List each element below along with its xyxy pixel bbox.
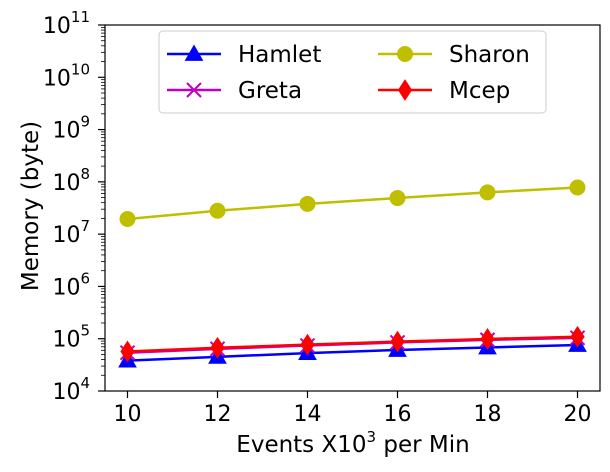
series-mcep bbox=[120, 325, 585, 363]
y-tick-base: 10 bbox=[52, 171, 80, 196]
legend-entry-hamlet: Hamlet bbox=[167, 42, 321, 68]
x-tick-label: 16 bbox=[384, 402, 412, 427]
legend-marker-sharon bbox=[397, 46, 413, 62]
y-tick-label: 108 bbox=[52, 165, 90, 196]
x-tick-label: 18 bbox=[474, 402, 502, 427]
legend-label-greta: Greta bbox=[238, 78, 302, 104]
y-tick-exponent: 8 bbox=[80, 165, 90, 183]
legend-marker-greta bbox=[186, 82, 202, 98]
y-tick-base: 10 bbox=[43, 66, 71, 91]
sharon-point bbox=[479, 184, 496, 201]
x-axis-label-suffix: per Min bbox=[376, 432, 470, 458]
mcep-point bbox=[480, 328, 495, 350]
mcep-point bbox=[300, 333, 315, 356]
legend-label-sharon: Sharon bbox=[449, 42, 530, 68]
mcep-point bbox=[390, 330, 405, 353]
y-tick-base: 10 bbox=[52, 328, 80, 353]
y-tick-exponent: 4 bbox=[80, 374, 90, 392]
sharon-point bbox=[569, 179, 586, 196]
mcep-point bbox=[570, 325, 585, 348]
mcep-point bbox=[210, 336, 225, 359]
y-tick-exponent: 6 bbox=[80, 269, 90, 287]
legend-box bbox=[158, 30, 547, 114]
x-axis-ticks: 10 12 14 16 18 20 bbox=[114, 391, 592, 427]
mcep-point bbox=[120, 340, 135, 363]
sharon-line bbox=[127, 186, 578, 221]
y-tick-label: 109 bbox=[52, 113, 90, 144]
y-tick-base: 10 bbox=[52, 223, 80, 248]
sharon-point bbox=[119, 210, 136, 227]
series-group bbox=[118, 179, 587, 368]
plot-border bbox=[104, 24, 601, 392]
y-tick-label: 106 bbox=[52, 269, 90, 300]
series-sharon bbox=[119, 179, 586, 227]
legend-label-hamlet: Hamlet bbox=[238, 42, 321, 68]
y-tick-label: 1010 bbox=[43, 60, 90, 91]
x-tick-label: 10 bbox=[114, 402, 142, 427]
y-tick-exponent: 7 bbox=[80, 217, 90, 235]
y-tick-base: 10 bbox=[52, 380, 80, 405]
y-axis-label: Memory (byte) bbox=[18, 121, 44, 291]
legend: Hamlet Greta Sharon Mcep bbox=[158, 30, 547, 114]
legend-marker-mcep bbox=[397, 79, 413, 101]
x-axis-label-exponent: 3 bbox=[367, 428, 377, 446]
legend-entry-sharon: Sharon bbox=[378, 42, 530, 68]
mcep-line bbox=[127, 335, 578, 353]
y-tick-base: 10 bbox=[52, 119, 80, 144]
y-tick-exponent: 5 bbox=[80, 322, 90, 340]
sharon-point bbox=[389, 190, 406, 207]
y-tick-exponent: 10 bbox=[71, 60, 90, 78]
y-tick-label: 1011 bbox=[43, 8, 90, 39]
x-tick-label: 12 bbox=[204, 402, 232, 427]
sharon-point bbox=[299, 195, 316, 212]
y-tick-exponent: 9 bbox=[80, 113, 90, 131]
axes-frame bbox=[104, 24, 601, 392]
legend-marker-hamlet bbox=[184, 44, 204, 61]
y-tick-label: 105 bbox=[52, 322, 90, 353]
sharon-point bbox=[209, 202, 226, 219]
hamlet-line bbox=[127, 343, 578, 362]
x-axis-label-prefix: Events X10 bbox=[236, 432, 366, 458]
x-tick-label: 20 bbox=[564, 402, 592, 427]
y-tick-base: 10 bbox=[52, 275, 80, 300]
legend-entry-mcep: Mcep bbox=[378, 78, 510, 104]
y-tick-base: 10 bbox=[43, 14, 71, 39]
legend-entry-greta: Greta bbox=[167, 78, 302, 104]
legend-label-mcep: Mcep bbox=[449, 78, 510, 104]
x-tick-label: 14 bbox=[294, 402, 322, 427]
y-tick-exponent: 11 bbox=[71, 8, 90, 26]
x-axis-label: Events X103 per Min bbox=[236, 428, 469, 458]
y-tick-label: 104 bbox=[52, 374, 90, 405]
y-tick-label: 107 bbox=[52, 217, 90, 248]
